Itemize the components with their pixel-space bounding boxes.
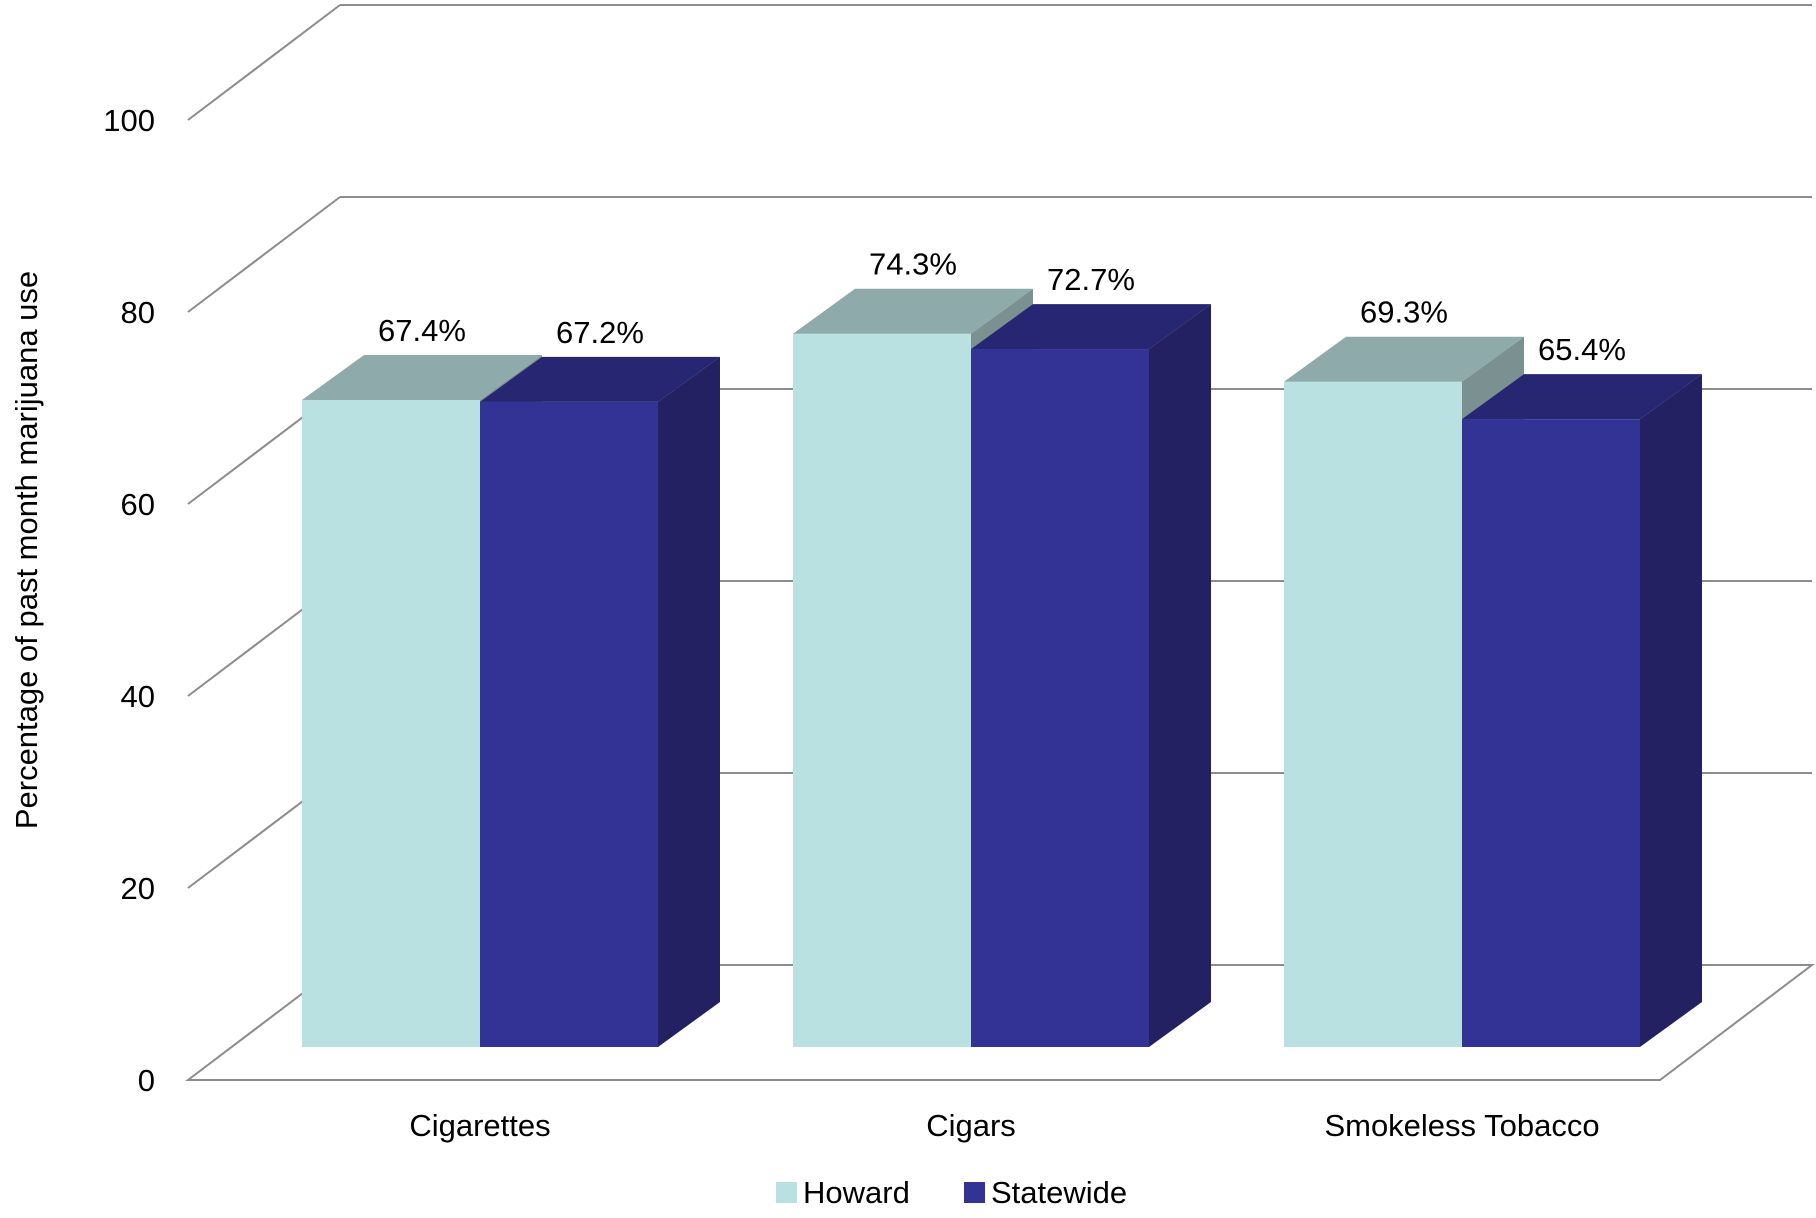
y-tick-label: 40 <box>121 679 155 714</box>
bar-side-face <box>1640 374 1702 1047</box>
bar-front-face <box>302 399 480 1048</box>
floor-plane <box>185 964 1815 1081</box>
legend-item-statewide: Statewide <box>964 1175 1127 1210</box>
side-gridline-100 <box>187 4 341 121</box>
bar-statewide-cigars <box>971 304 1211 1048</box>
bar-statewide-smokeless-tobacco <box>1462 374 1702 1047</box>
bar-front-face <box>1462 419 1640 1047</box>
data-label: 67.2% <box>556 315 644 350</box>
legend-label: Statewide <box>991 1175 1127 1210</box>
y-tick-label: 20 <box>121 871 155 906</box>
data-label: 69.3% <box>1360 295 1448 330</box>
legend-swatch <box>964 1182 985 1203</box>
data-label: 65.4% <box>1538 332 1626 367</box>
x-tick-label: Smokeless Tobacco <box>1324 1108 1599 1143</box>
y-tick-label: 0 <box>138 1063 155 1098</box>
y-axis-label: Percentage of past month marijuana use <box>9 271 44 829</box>
x-tick-label: Cigars <box>926 1108 1016 1143</box>
bar-top-face <box>1462 374 1702 420</box>
legend-label: Howard <box>803 1175 910 1210</box>
bar-front-face <box>480 401 658 1047</box>
bar-side-face <box>658 356 720 1047</box>
y-tick-label: 60 <box>121 487 155 522</box>
data-label: 67.4% <box>378 313 466 348</box>
bar-top-face <box>302 354 542 400</box>
bar-front-face <box>793 333 971 1048</box>
bar-top-face <box>971 304 1211 350</box>
y-tick-label: 100 <box>103 103 155 138</box>
bar-front-face <box>971 349 1149 1048</box>
chart-walls <box>185 964 1815 1081</box>
x-tick-label: Cigarettes <box>409 1108 550 1143</box>
axes: 0 20 40 60 80 100 Cigarettes Cigars Smokeless To… <box>103 103 1599 1143</box>
legend-item-howard: Howard <box>776 1175 910 1210</box>
y-tick-label: 80 <box>121 295 155 330</box>
bar-top-face <box>1284 336 1524 382</box>
bar-statewide-cigarettes <box>480 356 720 1047</box>
side-gridline-80 <box>187 196 341 313</box>
data-labels: 67.4% 67.2% 74.3% 72.7% 69.3% 65.4% <box>378 247 1626 367</box>
bar-top-face <box>793 288 1033 334</box>
legend: Howard Statewide <box>776 1175 1127 1210</box>
bar-front-face <box>1284 381 1462 1048</box>
bar-side-face <box>1149 304 1211 1048</box>
legend-swatch <box>776 1182 797 1203</box>
bars <box>302 288 1702 1048</box>
data-label: 74.3% <box>869 247 957 282</box>
bar-top-face <box>480 356 720 402</box>
data-label: 72.7% <box>1047 262 1135 297</box>
